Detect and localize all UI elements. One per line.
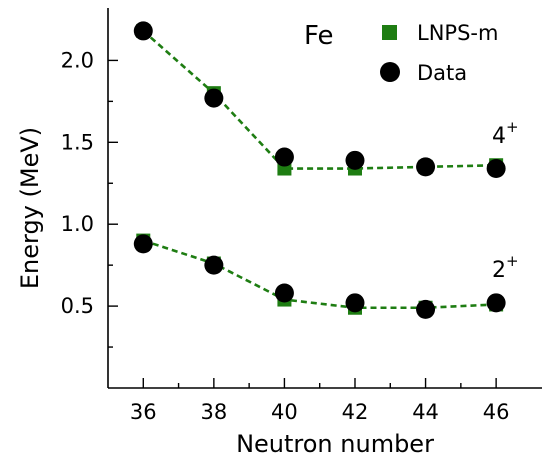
data-point-circle bbox=[204, 88, 224, 108]
legend-label-model: LNPS-m bbox=[417, 21, 498, 45]
data-series-points bbox=[133, 21, 506, 319]
state-label-4plus-sup: + bbox=[506, 118, 519, 136]
x-tick-label: 44 bbox=[412, 400, 439, 424]
data-point-circle bbox=[274, 147, 294, 167]
state-label-4plus-base: 4 bbox=[492, 124, 506, 149]
y-tick-label: 1.5 bbox=[61, 130, 94, 154]
y-tick-label: 2.0 bbox=[61, 48, 94, 72]
state-label-2plus: 2+ bbox=[492, 252, 519, 283]
data-point-circle bbox=[133, 234, 153, 254]
data-point-circle bbox=[345, 150, 365, 170]
y-axis-ticks: 0.5 1.0 1.5 2.0 bbox=[61, 48, 118, 348]
x-axis-label: Neutron number bbox=[236, 430, 434, 458]
model-line-2plus bbox=[142, 239, 497, 310]
legend-square-marker bbox=[382, 25, 397, 40]
data-point-circle bbox=[486, 293, 506, 313]
element-label: Fe bbox=[304, 21, 334, 51]
model-line-4plus bbox=[142, 29, 497, 170]
x-tick-label: 36 bbox=[130, 400, 157, 424]
data-point-circle bbox=[486, 159, 506, 179]
legend-label-data: Data bbox=[417, 61, 467, 85]
x-tick-label: 40 bbox=[271, 400, 298, 424]
x-axis-ticks: 36 38 40 42 44 46 bbox=[130, 378, 510, 424]
y-axis-label: Energy (MeV) bbox=[16, 127, 44, 289]
data-point-circle bbox=[204, 255, 224, 275]
x-tick-label: 38 bbox=[200, 400, 227, 424]
x-tick-label: 42 bbox=[342, 400, 369, 424]
model-series-lines bbox=[142, 29, 497, 310]
y-tick-label: 1.0 bbox=[61, 212, 94, 236]
state-label-2plus-base: 2 bbox=[492, 258, 506, 283]
legend: LNPS-m Data bbox=[380, 21, 498, 85]
y-tick-label: 0.5 bbox=[61, 294, 94, 318]
data-point-circle bbox=[345, 293, 365, 313]
data-point-circle bbox=[274, 283, 294, 303]
data-point-circle bbox=[416, 299, 436, 319]
axes bbox=[107, 8, 542, 389]
x-tick-label: 46 bbox=[483, 400, 510, 424]
state-label-2plus-sup: + bbox=[506, 252, 519, 270]
data-point-circle bbox=[133, 21, 153, 41]
state-label-4plus: 4+ bbox=[492, 118, 519, 149]
legend-circle-marker bbox=[380, 62, 400, 82]
data-point-circle bbox=[416, 157, 436, 177]
